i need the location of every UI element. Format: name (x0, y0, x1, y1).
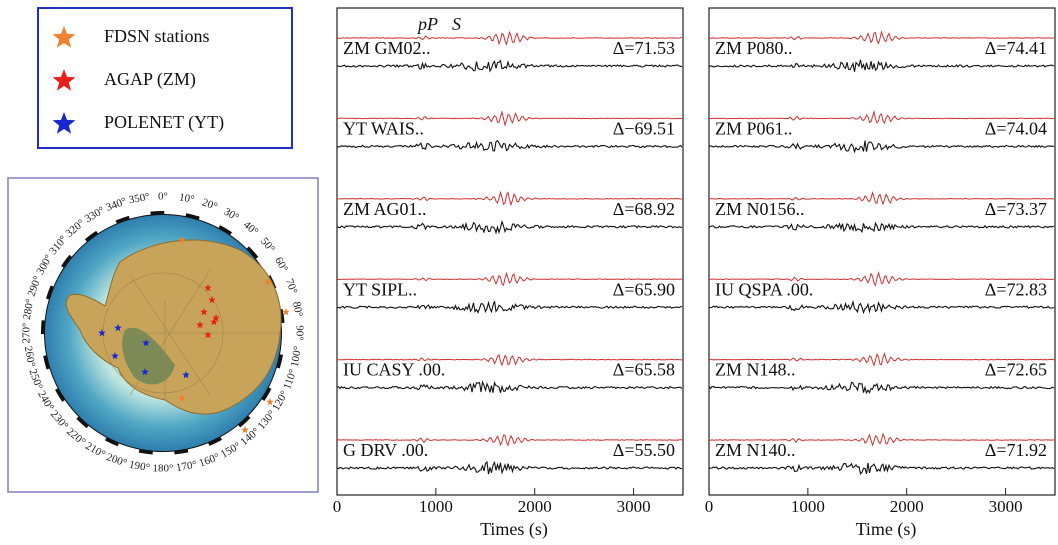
station-label: IU CASY .00. (343, 360, 445, 380)
phase-label: S (452, 14, 461, 34)
waveform-raw (709, 382, 1054, 393)
panel-frame (709, 8, 1055, 495)
waveform-raw (337, 222, 682, 233)
waveforms (337, 32, 682, 474)
distance-label: Δ=72.83 (985, 279, 1047, 299)
waveform-raw (337, 382, 682, 393)
legend-label: FDSN stations (104, 26, 210, 46)
figure: FDSN stationsAGAP (ZM)POLENET (YT) 0°10°… (0, 0, 1058, 545)
waveform-raw (337, 61, 682, 71)
station-label: G DRV .00. (343, 440, 428, 460)
waveform-raw (337, 462, 682, 474)
longitude-label: 0° (158, 191, 168, 203)
distance-label: Δ=73.37 (985, 199, 1047, 219)
x-tick-label: 3000 (617, 497, 651, 516)
longitude-label: 90° (293, 325, 305, 340)
x-axis-label: Time (s) (856, 519, 917, 540)
x-axis-label: Times (s) (480, 519, 548, 540)
station-label: ZM AG01.. (343, 199, 427, 219)
distance-label: Δ=68.92 (613, 199, 675, 219)
distance-label: Δ=74.04 (985, 119, 1047, 139)
x-tick-label: 3000 (989, 497, 1023, 516)
distance-label: Δ=72.65 (985, 360, 1047, 380)
distance-label: Δ−69.51 (613, 119, 675, 139)
station-label: ZM GM02.. (343, 38, 431, 58)
station-label: ZM N140.. (715, 440, 796, 460)
station-label: ZM N148.. (715, 360, 796, 380)
x-tick-label: 1000 (791, 497, 825, 516)
page: {"legend": {"items": ["FDSN stations", "… (0, 0, 1058, 545)
distance-label: Δ=71.53 (613, 38, 675, 58)
station-label: YT WAIS.. (343, 119, 424, 139)
waveforms (709, 32, 1054, 474)
waveform-raw (709, 141, 1054, 152)
distance-label: Δ=71.92 (985, 440, 1047, 460)
distance-label: Δ=55.50 (613, 440, 675, 460)
waveform-raw (337, 301, 682, 312)
phase-label: pP (416, 14, 438, 34)
distance-label: Δ=65.90 (613, 279, 675, 299)
longitude-label: 180° (153, 463, 174, 475)
distance-label: Δ=65.58 (613, 360, 675, 380)
x-tick-label: 2000 (518, 497, 552, 516)
legend-label: AGAP (ZM) (104, 69, 196, 90)
waveform-raw (709, 60, 1054, 72)
station-label: IU QSPA .00. (715, 279, 813, 299)
waveform-raw (709, 302, 1054, 312)
panel-frame (337, 8, 683, 495)
station-label: ZM N0156.. (715, 199, 805, 219)
distance-label: Δ=74.41 (985, 38, 1047, 58)
waveform-raw (709, 463, 1054, 474)
longitude-label: 270° (21, 323, 33, 344)
x-tick-label: 2000 (890, 497, 924, 516)
waveform-raw (709, 223, 1054, 232)
x-tick-label: 1000 (419, 497, 453, 516)
station-label: ZM P061.. (715, 119, 793, 139)
legend-label: POLENET (YT) (104, 112, 224, 133)
waveform-raw (337, 141, 682, 151)
x-tick-label: 0 (333, 497, 342, 516)
station-label: YT SIPL.. (343, 279, 417, 299)
x-tick-label: 0 (705, 497, 714, 516)
station-label: ZM P080.. (715, 38, 793, 58)
